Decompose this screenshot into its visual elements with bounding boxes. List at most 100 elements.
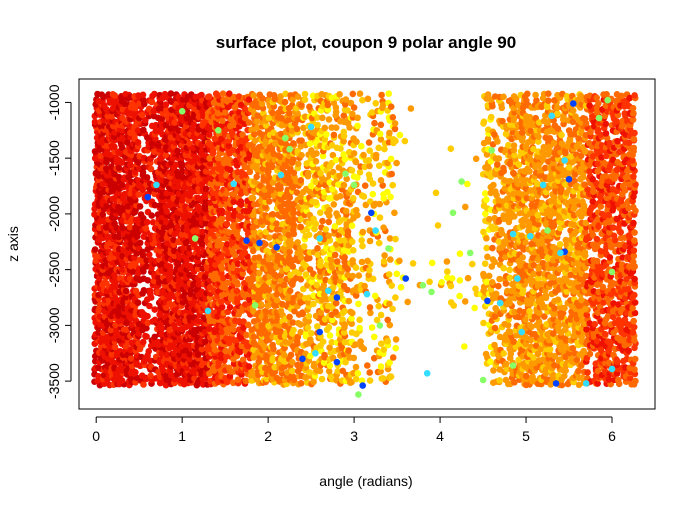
data-point (384, 337, 392, 345)
data-point (127, 346, 134, 354)
data-point (350, 195, 357, 202)
data-point (95, 364, 102, 372)
data-point (380, 224, 387, 231)
data-point (336, 91, 343, 98)
data-point (401, 137, 409, 145)
data-point (237, 198, 245, 205)
data-point (297, 254, 305, 261)
data-point (375, 302, 383, 310)
data-point (319, 114, 326, 122)
data-point (350, 354, 358, 362)
data-point (369, 190, 377, 198)
data-point (147, 372, 154, 380)
data-point (314, 323, 321, 330)
data-point (166, 300, 173, 308)
data-point (305, 231, 313, 239)
data-point (162, 381, 170, 389)
data-point (348, 238, 356, 245)
data-point (326, 362, 334, 370)
data-point (354, 370, 362, 377)
data-point (100, 93, 107, 101)
data-point (389, 354, 397, 361)
data-point (392, 235, 399, 243)
data-point (115, 203, 122, 211)
data-point (366, 369, 374, 376)
data-point (144, 134, 151, 141)
data-point (99, 180, 107, 188)
data-point (119, 114, 126, 122)
data-point (266, 198, 273, 205)
data-point (456, 250, 464, 257)
data-point (325, 116, 333, 123)
data-point (461, 343, 468, 350)
data-point (257, 301, 265, 308)
data-point (163, 178, 170, 185)
data-point (297, 177, 305, 184)
data-point (344, 228, 352, 235)
data-point (156, 202, 164, 209)
data-point (319, 217, 326, 225)
data-point (150, 148, 158, 155)
data-point (136, 203, 144, 210)
data-point (250, 333, 258, 341)
data-point (145, 251, 153, 258)
data-point (391, 209, 398, 217)
data-point (340, 128, 348, 136)
data-point (277, 307, 285, 315)
data-point (118, 159, 126, 166)
data-point (443, 258, 451, 265)
data-point (482, 350, 490, 358)
data-point (148, 98, 155, 105)
plot-frame (78, 78, 656, 410)
data-point (151, 306, 158, 313)
data-point (178, 161, 186, 168)
data-point (456, 277, 464, 284)
data-point (377, 311, 385, 319)
data-point (265, 174, 273, 181)
data-point (359, 228, 367, 236)
data-point (350, 104, 358, 111)
data-point (325, 324, 333, 331)
data-point (166, 263, 174, 270)
data-point (118, 127, 126, 134)
data-point (308, 330, 315, 337)
data-point (506, 274, 514, 282)
data-point (111, 343, 119, 351)
data-point (301, 90, 309, 98)
data-point (502, 280, 510, 287)
data-point (118, 377, 126, 385)
data-point (179, 173, 187, 181)
data-point (314, 245, 321, 252)
data-point (127, 161, 134, 169)
data-point (349, 257, 357, 264)
data-point (546, 346, 554, 353)
data-point (500, 93, 507, 101)
data-point (366, 162, 373, 170)
data-point (481, 190, 489, 197)
data-point (138, 111, 146, 119)
data-point (384, 188, 391, 196)
data-point (366, 266, 373, 274)
data-point (407, 105, 415, 112)
data-point (444, 268, 451, 275)
data-point (360, 345, 368, 353)
data-point (326, 332, 334, 339)
data-point (481, 260, 489, 268)
data-point (314, 121, 321, 129)
data-point (304, 324, 312, 332)
data-point (119, 224, 126, 232)
data-point (139, 248, 146, 256)
data-point (527, 127, 535, 135)
data-point (483, 244, 491, 252)
data-point (317, 257, 324, 265)
data-point (341, 307, 349, 315)
data-point (500, 164, 507, 172)
data-point (375, 144, 383, 152)
data-point (380, 258, 388, 265)
data-point (356, 169, 364, 176)
data-point (298, 151, 305, 159)
data-point (111, 92, 119, 99)
data-point (103, 106, 110, 113)
data-point (397, 284, 405, 291)
data-point (107, 181, 115, 189)
